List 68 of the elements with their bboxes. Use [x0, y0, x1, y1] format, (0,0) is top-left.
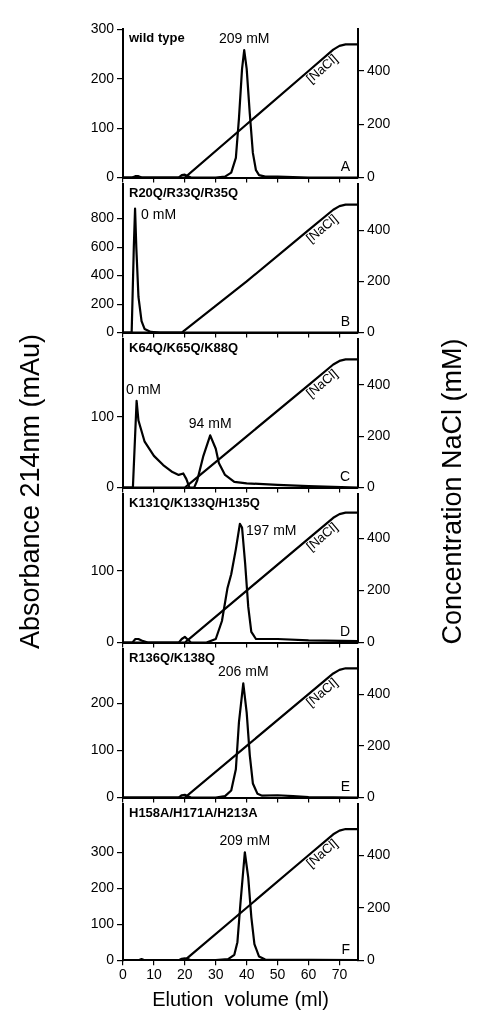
- y-tick-label: 100: [90, 407, 115, 424]
- y2-tick-label: 0: [367, 633, 375, 650]
- y-axis-title: Absorbance 214nm (mAu): [14, 333, 46, 649]
- y-tick-label: 200: [90, 294, 115, 311]
- y-tick-label: 300: [90, 843, 115, 860]
- y2-tick-label: 200: [367, 736, 391, 753]
- y-tick-label: 200: [90, 879, 115, 896]
- chart-title: R136Q/K138Q: [129, 650, 215, 666]
- x-tick-label: 0: [119, 966, 128, 983]
- annotation: A: [340, 158, 351, 175]
- y2-tick-label: 0: [367, 168, 375, 185]
- y-tick-label: 600: [90, 237, 115, 254]
- annotation: 0 mM: [126, 380, 161, 397]
- y-tick-label: 100: [90, 561, 115, 578]
- y-tick-label: 0: [106, 323, 115, 340]
- y-tick-label: 0: [106, 633, 115, 650]
- y-tick-label: 300: [90, 20, 115, 37]
- annotation: C: [339, 468, 350, 485]
- y2-tick-label: 200: [367, 272, 391, 289]
- chart-title: K64Q/K65Q/K88Q: [129, 340, 239, 356]
- x-tick-label: 20: [177, 966, 193, 983]
- y2-tick-label: 400: [367, 375, 391, 392]
- annotation: B: [340, 313, 350, 330]
- y-tick-label: 100: [90, 119, 115, 136]
- y-tick-label: 0: [106, 788, 115, 805]
- x-tick-label: 60: [300, 966, 317, 983]
- y2-tick-label: 200: [367, 427, 391, 444]
- y-tick-label: 0: [106, 168, 115, 185]
- y-tick-label: 200: [90, 694, 115, 711]
- y2-tick-label: 200: [367, 898, 391, 915]
- y2-tick-label: 0: [367, 323, 375, 340]
- y2-tick-label: 0: [367, 951, 375, 968]
- x-axis-title: Elution volume (ml): [152, 987, 329, 1010]
- y-tick-label: 0: [106, 478, 115, 495]
- y2-tick-label: 200: [367, 115, 391, 132]
- y-tick-label: 200: [90, 69, 115, 86]
- x-tick-label: 10: [146, 966, 162, 983]
- y-tick-label: 100: [90, 741, 115, 758]
- chart-title: wild type: [128, 30, 185, 46]
- annotation: D: [339, 623, 350, 640]
- annotation: F: [341, 941, 350, 958]
- y2-tick-label: 200: [367, 581, 391, 598]
- y2-tick-label: 0: [367, 788, 375, 805]
- x-tick-label: 70: [331, 966, 348, 983]
- annotation: 0 mM: [141, 206, 177, 223]
- annotation: 209 mM: [218, 30, 270, 47]
- chart-title: H158A/H171A/H213A: [129, 805, 259, 821]
- y2-tick-label: 400: [367, 685, 391, 701]
- y2-tick-label: 0: [367, 478, 375, 495]
- annotation: 197 mM: [245, 521, 297, 538]
- chart-title: K131Q/K133Q/H135Q: [129, 495, 260, 511]
- annotation: E: [340, 778, 350, 795]
- annotation: 206 mM: [218, 663, 269, 680]
- x-tick-label: 40: [238, 966, 255, 983]
- annotation: 209 mM: [219, 832, 271, 849]
- annotation: 94 mM: [188, 415, 232, 432]
- x-tick-label: 30: [207, 966, 224, 983]
- y-tick-label: 400: [90, 266, 115, 283]
- y2-tick-label: 400: [367, 846, 391, 863]
- y-tick-label: 0: [106, 951, 115, 968]
- x-tick-label: 50: [269, 966, 286, 983]
- y2-tick-label: 400: [367, 61, 391, 78]
- y2-tick-label: 400: [367, 529, 391, 546]
- y2-tick-label: 400: [367, 221, 391, 238]
- y-tick-label: 800: [90, 209, 115, 226]
- y-tick-label: 100: [90, 915, 115, 932]
- y2-axis-title: Concentration NaCl (mM): [436, 337, 468, 645]
- chart-title: R20Q/R33Q/R35Q: [129, 185, 239, 201]
